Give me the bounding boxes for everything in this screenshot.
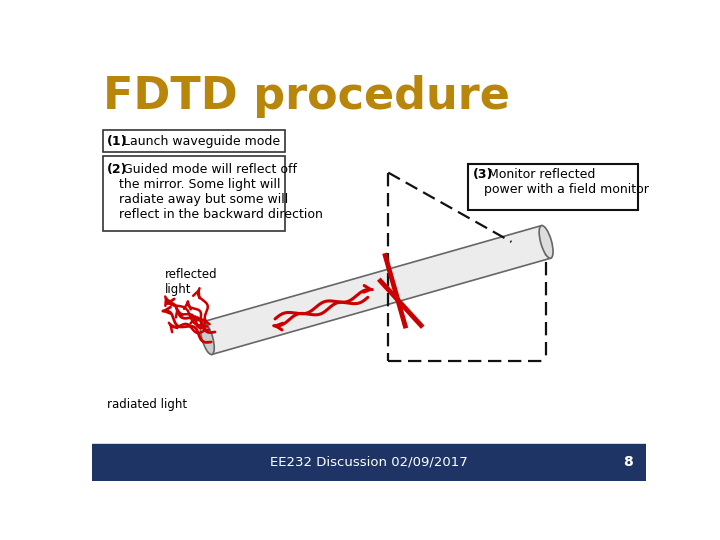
Text: Guided mode will reflect off
the mirror. Some light will
radiate away but some w: Guided mode will reflect off the mirror.… [119,163,323,221]
FancyBboxPatch shape [102,130,285,152]
Polygon shape [202,226,551,354]
Text: FDTD procedure: FDTD procedure [104,75,510,118]
FancyBboxPatch shape [468,164,638,211]
Text: (3): (3) [473,168,493,181]
Text: 8: 8 [624,455,634,469]
Ellipse shape [200,322,215,355]
Bar [92,444,647,481]
Ellipse shape [539,226,553,258]
FancyBboxPatch shape [102,157,285,231]
Text: (2): (2) [107,163,127,176]
Text: (1): (1) [107,134,127,147]
Text: reflected
light: reflected light [165,268,217,296]
Text: Launch waveguide mode: Launch waveguide mode [119,134,280,147]
Text: radiated light: radiated light [107,399,187,411]
Text: Monitor reflected
power with a field monitor: Monitor reflected power with a field mon… [485,168,649,196]
Text: EE232 Discussion 02/09/2017: EE232 Discussion 02/09/2017 [270,456,468,469]
